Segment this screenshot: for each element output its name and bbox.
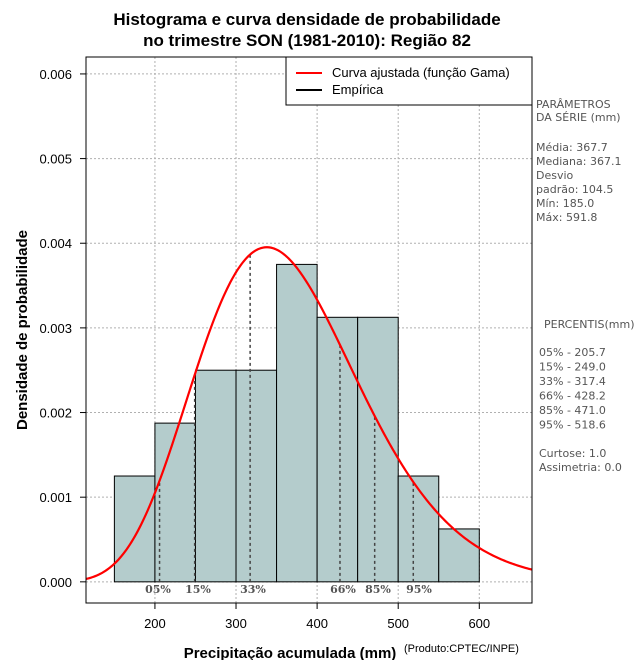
y-tick-label: 0.005 xyxy=(39,152,72,167)
percentile-label: 05% xyxy=(145,583,171,596)
credit-text: (Produto:CPTEC/INPE) xyxy=(404,643,519,655)
histogram-bar xyxy=(235,369,278,583)
histogram-bar xyxy=(438,528,480,583)
x-tick-label: 400 xyxy=(306,616,328,631)
legend-label: Curva ajustada (função Gama) xyxy=(332,65,510,80)
x-tick-label: 500 xyxy=(387,616,409,631)
percentil-line: 95% - 518.6 xyxy=(539,419,606,432)
params-heading: PARÂMETROS xyxy=(536,98,611,111)
param-line: Mín: 185.0 xyxy=(536,197,594,210)
percentile-label: 95% xyxy=(406,583,432,596)
y-tick-label: 0.006 xyxy=(39,67,72,82)
y-axis-label: Densidade de probabilidade xyxy=(14,230,31,430)
histogram-bar xyxy=(194,369,237,583)
percentil-line: 85% - 471.0 xyxy=(539,404,606,417)
histogram-bar xyxy=(113,475,156,583)
histogram-bar xyxy=(357,316,399,583)
x-tick-label: 600 xyxy=(468,616,490,631)
percentile-label: 15% xyxy=(185,583,211,596)
histogram-bar xyxy=(154,422,196,583)
percentile-label: 33% xyxy=(240,583,266,596)
percentile-label: 66% xyxy=(330,583,356,596)
y-tick-label: 0.000 xyxy=(39,575,72,590)
stat-line: Curtose: 1.0 xyxy=(539,447,606,460)
param-line: padrão: 104.5 xyxy=(536,183,613,196)
stat-line: Assimetria: 0.0 xyxy=(539,461,622,474)
percentil-line: 33% - 317.4 xyxy=(539,375,606,388)
percentile-label: 85% xyxy=(365,583,391,596)
legend-box xyxy=(285,56,533,106)
param-line: Mediana: 367.1 xyxy=(536,155,621,168)
percentil-line: 15% - 249.0 xyxy=(539,361,606,374)
param-line: Máx: 591.8 xyxy=(536,211,597,224)
x-tick-label: 200 xyxy=(144,616,166,631)
y-tick-label: 0.004 xyxy=(39,236,72,251)
chart-title-line: no trimestre SON (1981-2010): Região 82 xyxy=(143,31,471,50)
legend-label: Empírica xyxy=(332,82,384,97)
param-line: Desvio xyxy=(536,169,574,182)
params-heading: DA SÉRIE (mm) xyxy=(536,111,621,124)
x-axis-label: Precipitação acumulada (mm) xyxy=(184,645,397,660)
percentis-heading: PERCENTIS(mm) xyxy=(544,318,635,331)
y-tick-label: 0.001 xyxy=(39,490,72,505)
y-tick-label: 0.002 xyxy=(39,406,72,421)
y-tick-label: 0.003 xyxy=(39,321,72,336)
chart-title-line: Histograma e curva densidade de probabil… xyxy=(113,10,500,29)
histogram-bar xyxy=(316,316,359,583)
param-line: Média: 367.7 xyxy=(536,141,608,154)
histogram-bar xyxy=(397,475,440,583)
gamma-fit-curve xyxy=(85,246,533,581)
histogram-bar xyxy=(276,263,318,583)
x-tick-label: 300 xyxy=(225,616,247,631)
percentil-line: 05% - 205.7 xyxy=(539,346,606,359)
percentil-line: 66% - 428.2 xyxy=(539,390,606,403)
